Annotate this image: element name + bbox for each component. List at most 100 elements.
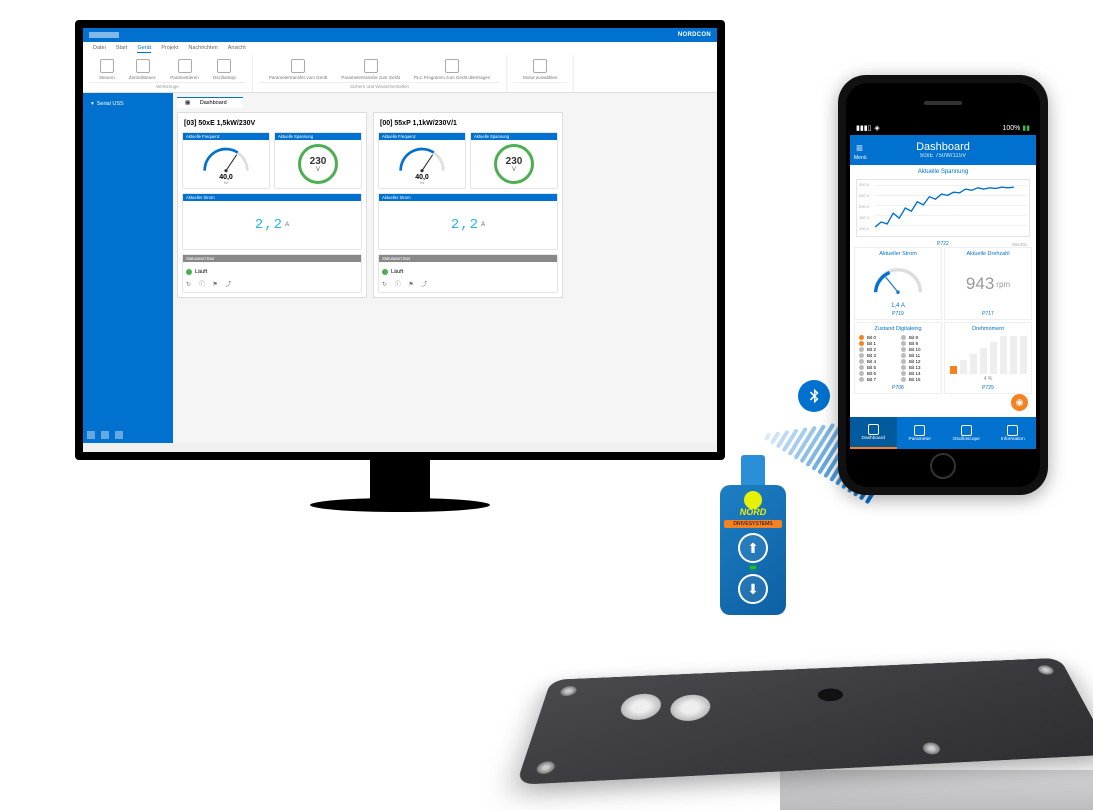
phone-title: Dashboard bbox=[854, 141, 1032, 153]
tile-aktueller-strom[interactable]: Aktueller Strom 1,4 A P719 bbox=[854, 247, 942, 320]
stick-port bbox=[817, 688, 844, 702]
torque-bar bbox=[980, 348, 987, 374]
panel-current: Aktueller Strom2,2A bbox=[182, 193, 362, 250]
chevron-icon: ▾ bbox=[91, 101, 94, 107]
ribbon-tabs: Datei Start Gerät Projekt Nachrichten Ansicht bbox=[83, 42, 717, 55]
chart-title: Aktuelle Spannung bbox=[850, 165, 1036, 177]
tile-zustand-digitaleing[interactable]: Zustand Digitaleing Bit 0Bit 8Bit 1Bit 9… bbox=[854, 322, 942, 394]
screw-icon bbox=[559, 686, 578, 697]
torque-bar bbox=[950, 366, 957, 374]
monitor-screen: NORDCON DateiStartGerätProjektNachrichte… bbox=[83, 28, 717, 452]
tile-aktuelle-drehzahl[interactable]: Aktuelle Drehzahl 943 rpm P717 bbox=[944, 247, 1032, 320]
ribbon-tab[interactable]: Datei bbox=[93, 44, 106, 53]
bit-dot-icon bbox=[859, 371, 864, 376]
bit-dot-icon bbox=[859, 365, 864, 370]
screw-icon bbox=[922, 742, 942, 755]
sidebar-item-serial-uss[interactable]: ▾ Serial USS bbox=[87, 99, 169, 109]
ribbon-tool[interactable]: PLC Programm zum Gerät übertragen bbox=[414, 59, 490, 80]
gauge-icon bbox=[395, 144, 449, 176]
bit-indicator: Bit 3 bbox=[859, 353, 895, 358]
home-button[interactable] bbox=[930, 453, 956, 479]
drive-hardware bbox=[460, 610, 1093, 810]
ribbon-tab[interactable]: Projekt bbox=[161, 44, 178, 53]
main-area: ▦ Dashboard [03] 50xE 1,5kW/230VAktuelle… bbox=[173, 93, 717, 443]
cable-gland-icon bbox=[618, 693, 662, 721]
bit-indicator: Bit 15 bbox=[901, 377, 937, 382]
monitor-bezel: NORDCON DateiStartGerätProjektNachrichte… bbox=[75, 20, 725, 460]
bit-indicator: Bit 12 bbox=[901, 359, 937, 364]
fab-button[interactable]: ◉ bbox=[1011, 394, 1028, 411]
ribbon-tab[interactable]: Start bbox=[116, 44, 128, 53]
gauge-icon bbox=[199, 144, 253, 176]
stick-brand: NORD bbox=[720, 507, 786, 517]
ribbon-section-label bbox=[513, 82, 567, 87]
panel-status: Statuswort BusLäuft↻ ⓘ ⚑ ⤴ bbox=[182, 254, 362, 293]
chart-svg bbox=[857, 180, 1029, 233]
status-dot-icon bbox=[186, 269, 192, 275]
phone-tab-parameter[interactable]: Parameter bbox=[897, 417, 944, 449]
ribbon-tool[interactable]: Parametertransfer zum Gerät bbox=[341, 59, 400, 80]
panel-frequency: Aktuelle Frequenz40,0Hz bbox=[182, 132, 270, 189]
phone-tab-dashboard[interactable]: Dashboard bbox=[850, 417, 897, 449]
bit-dot-icon bbox=[901, 353, 906, 358]
device-card[interactable]: [00] 55xP 1,1kW/230V/1Aktuelle Frequenz4… bbox=[373, 112, 563, 298]
device-card[interactable]: [03] 50xE 1,5kW/230VAktuelle Frequenz40,… bbox=[177, 112, 367, 298]
bit-dot-icon bbox=[901, 371, 906, 376]
tab-icon bbox=[1007, 425, 1018, 436]
phone-tab-oscilloscope[interactable]: Oscilloscope bbox=[943, 417, 990, 449]
bit-dot-icon bbox=[859, 377, 864, 382]
ribbon-tab[interactable]: Gerät bbox=[137, 44, 151, 53]
phone-inner: ▮▮▮▯ ◈ 100% ▮▮ ≡ Menü Dashboard 50xE 750… bbox=[846, 83, 1040, 487]
voltage-chart[interactable]: 300 V250 V200 V150 V100 V bbox=[856, 179, 1030, 237]
bit-indicator: Bit 1 bbox=[859, 341, 895, 346]
bit-indicator: Bit 14 bbox=[901, 371, 937, 376]
download-button[interactable]: ⬇ bbox=[738, 574, 768, 604]
titlebar-left-icons bbox=[89, 32, 119, 38]
sidebar-icon[interactable] bbox=[115, 431, 123, 439]
statusbar-right: 100% ▮▮ bbox=[1002, 124, 1030, 132]
voltage-ring: 230V bbox=[298, 144, 338, 184]
ribbon-tool[interactable]: Parametertransfer vom Gerät bbox=[269, 59, 328, 80]
panel-status: Statuswort BusLäuft↻ ⓘ ⚑ ⤴ bbox=[378, 254, 558, 293]
tool-icon bbox=[100, 59, 114, 73]
bit-indicator: Bit 2 bbox=[859, 347, 895, 352]
bit-dot-icon bbox=[901, 347, 906, 352]
ribbon-tool[interactable]: Zentralsteuer. bbox=[129, 59, 157, 80]
bit-indicator: Bit 4 bbox=[859, 359, 895, 364]
smartphone: ▮▮▮▯ ◈ 100% ▮▮ ≡ Menü Dashboard 50xE 750… bbox=[838, 75, 1048, 495]
sidebar-icon[interactable] bbox=[101, 431, 109, 439]
ribbon-tool[interactable]: Parametrieren bbox=[170, 59, 199, 80]
status-dot-icon bbox=[382, 269, 388, 275]
device-cards: [03] 50xE 1,5kW/230VAktuelle Frequenz40,… bbox=[177, 112, 713, 298]
sidebar-icon[interactable] bbox=[87, 431, 95, 439]
ribbon-tool[interactable]: Steuern bbox=[99, 59, 115, 80]
wifi-icon: ◈ bbox=[874, 124, 879, 132]
bit-indicator: Bit 7 bbox=[859, 377, 895, 382]
tile-drehmoment[interactable]: Drehmoment 4 % P729 bbox=[944, 322, 1032, 394]
panel-current: Aktueller Strom2,2A bbox=[378, 193, 558, 250]
panel-voltage: Aktuelle Spannung230V bbox=[274, 132, 362, 189]
bit-indicator: Bit 9 bbox=[901, 341, 937, 346]
ribbon-tab[interactable]: Nachrichten bbox=[188, 44, 217, 53]
bit-dot-icon bbox=[901, 359, 906, 364]
ribbon-tool[interactable]: Motor auswählen bbox=[523, 59, 557, 80]
ribbon-tool[interactable]: Oszilloskop bbox=[213, 59, 236, 80]
phone-tab-information[interactable]: Information bbox=[990, 417, 1037, 449]
panel-voltage: Aktuelle Spannung230V bbox=[470, 132, 558, 189]
bit-dot-icon bbox=[859, 353, 864, 358]
stick-connector bbox=[741, 455, 765, 485]
ribbon-sections: Steuern Zentralsteuer. Parametrieren Oszill… bbox=[83, 55, 717, 92]
nord-sun-icon bbox=[746, 493, 760, 507]
ribbon-tab[interactable]: Ansicht bbox=[228, 44, 246, 53]
bit-indicator: Bit 10 bbox=[901, 347, 937, 352]
upload-button[interactable]: ⬆ bbox=[738, 533, 768, 563]
bit-indicator: Bit 0 bbox=[859, 335, 895, 340]
monitor-base bbox=[310, 498, 490, 512]
bit-indicator: Bit 5 bbox=[859, 365, 895, 370]
stick-body: NORD DRIVESYSTEMS ⬆ ⬇ bbox=[720, 485, 786, 615]
tab-dashboard[interactable]: ▦ Dashboard bbox=[177, 97, 243, 108]
stick-subbrand: DRIVESYSTEMS bbox=[724, 520, 782, 528]
voltage-ring: 230V bbox=[494, 144, 534, 184]
bit-dot-icon bbox=[859, 359, 864, 364]
ribbon-section-label: Werkzeuge bbox=[89, 82, 246, 92]
